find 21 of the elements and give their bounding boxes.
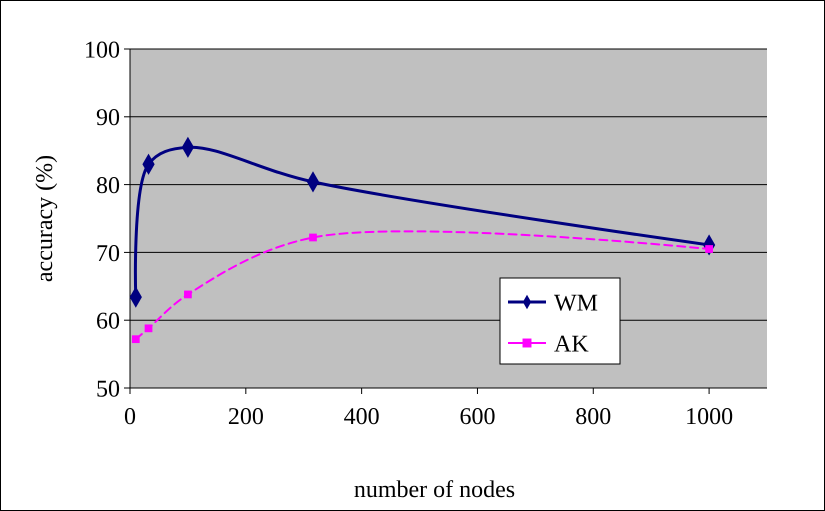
x-tick-label: 200 xyxy=(228,404,264,430)
legend-label: WM xyxy=(554,290,598,316)
x-tick-label: 1000 xyxy=(685,404,734,430)
y-tick-label: 80 xyxy=(96,173,120,199)
y-tick-label: 50 xyxy=(96,376,120,402)
y-axis-title: accuracy (%) xyxy=(32,154,58,282)
x-tick-label: 0 xyxy=(124,404,136,430)
x-tick-label: 400 xyxy=(344,404,380,430)
point xyxy=(184,290,192,298)
point xyxy=(144,324,152,332)
point xyxy=(132,335,140,344)
y-tick-label: 70 xyxy=(96,240,120,267)
legend-label: AK xyxy=(554,331,590,358)
y-tick-label: 60 xyxy=(96,308,120,335)
y-tick-label: 100 xyxy=(84,37,120,64)
x-axis-title: number of nodes xyxy=(354,477,516,503)
x-tick-label: 800 xyxy=(575,404,612,430)
x-tick-label: 600 xyxy=(459,404,496,430)
point xyxy=(705,245,713,253)
y-tick-label: 90 xyxy=(96,105,120,132)
point xyxy=(309,234,317,242)
